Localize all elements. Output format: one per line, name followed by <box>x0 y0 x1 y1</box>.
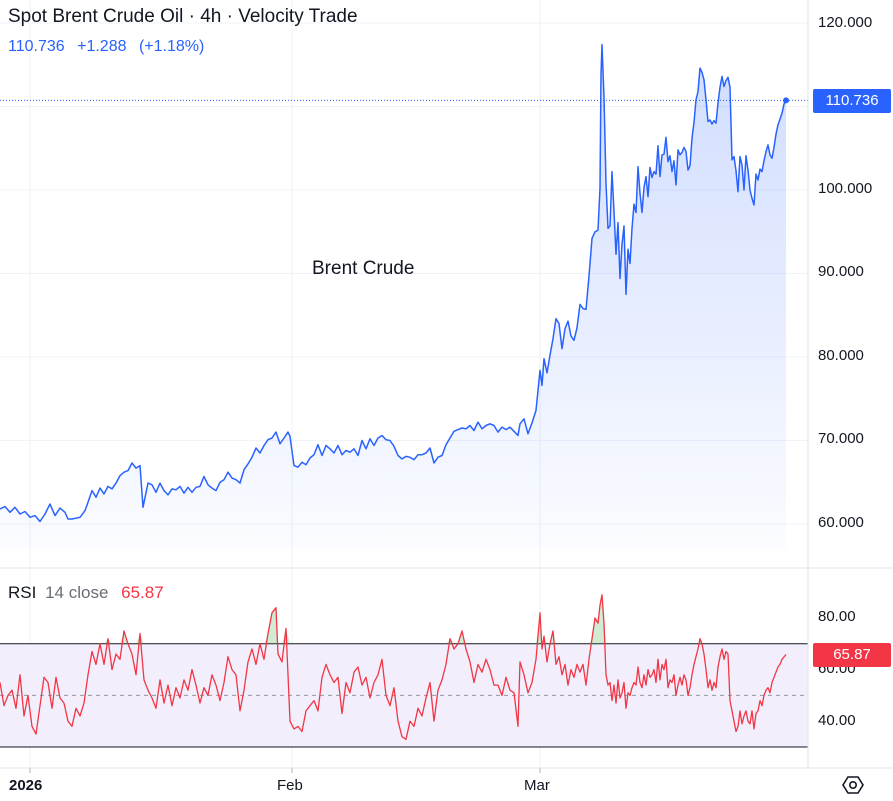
price-change: +1.288 <box>77 38 127 55</box>
price-tick-label: 70.000 <box>818 430 864 447</box>
price-line <box>0 43 787 523</box>
rsi-params: 14 close <box>45 583 109 602</box>
chart-title: Spot Brent Crude Oil · 4h · Velocity Tra… <box>8 6 358 27</box>
x-tick-label: Mar <box>524 777 550 794</box>
last-price-marker <box>783 97 789 104</box>
rsi-tick-label: 40.00 <box>818 712 856 729</box>
last-price: 110.736 <box>8 38 65 55</box>
rsi-line <box>0 594 787 740</box>
price-change-pct: (+1.18%) <box>138 38 205 55</box>
price-pane <box>0 43 808 548</box>
rsi-value-tag: 65.87 <box>813 643 891 667</box>
rsi-tick-label: 80.00 <box>818 608 856 625</box>
rsi-value: 65.87 <box>121 583 164 602</box>
price-tick-label: 60.000 <box>818 514 864 531</box>
rsi-pane <box>0 594 808 748</box>
settings-icon[interactable] <box>842 774 864 796</box>
price-tick-label: 80.000 <box>818 347 864 364</box>
axes <box>0 0 893 773</box>
x-tick-label: Feb <box>277 777 303 794</box>
x-tick-label: 2026 <box>9 777 43 794</box>
rsi-legend[interactable]: RSI 14 close 65.87 <box>8 583 164 603</box>
price-summary: 110.736 +1.288 (+1.18%) <box>8 38 212 56</box>
price-tick-label: 120.000 <box>818 14 873 31</box>
rsi-overbought-fill <box>264 607 278 644</box>
last-price-tag: 110.736 <box>813 89 891 113</box>
chart-annotation: Brent Crude <box>312 258 415 279</box>
price-area-fill <box>0 44 786 548</box>
price-tick-label: 100.000 <box>818 180 873 197</box>
price-tick-label: 90.000 <box>818 263 864 280</box>
rsi-label: RSI <box>8 583 37 602</box>
